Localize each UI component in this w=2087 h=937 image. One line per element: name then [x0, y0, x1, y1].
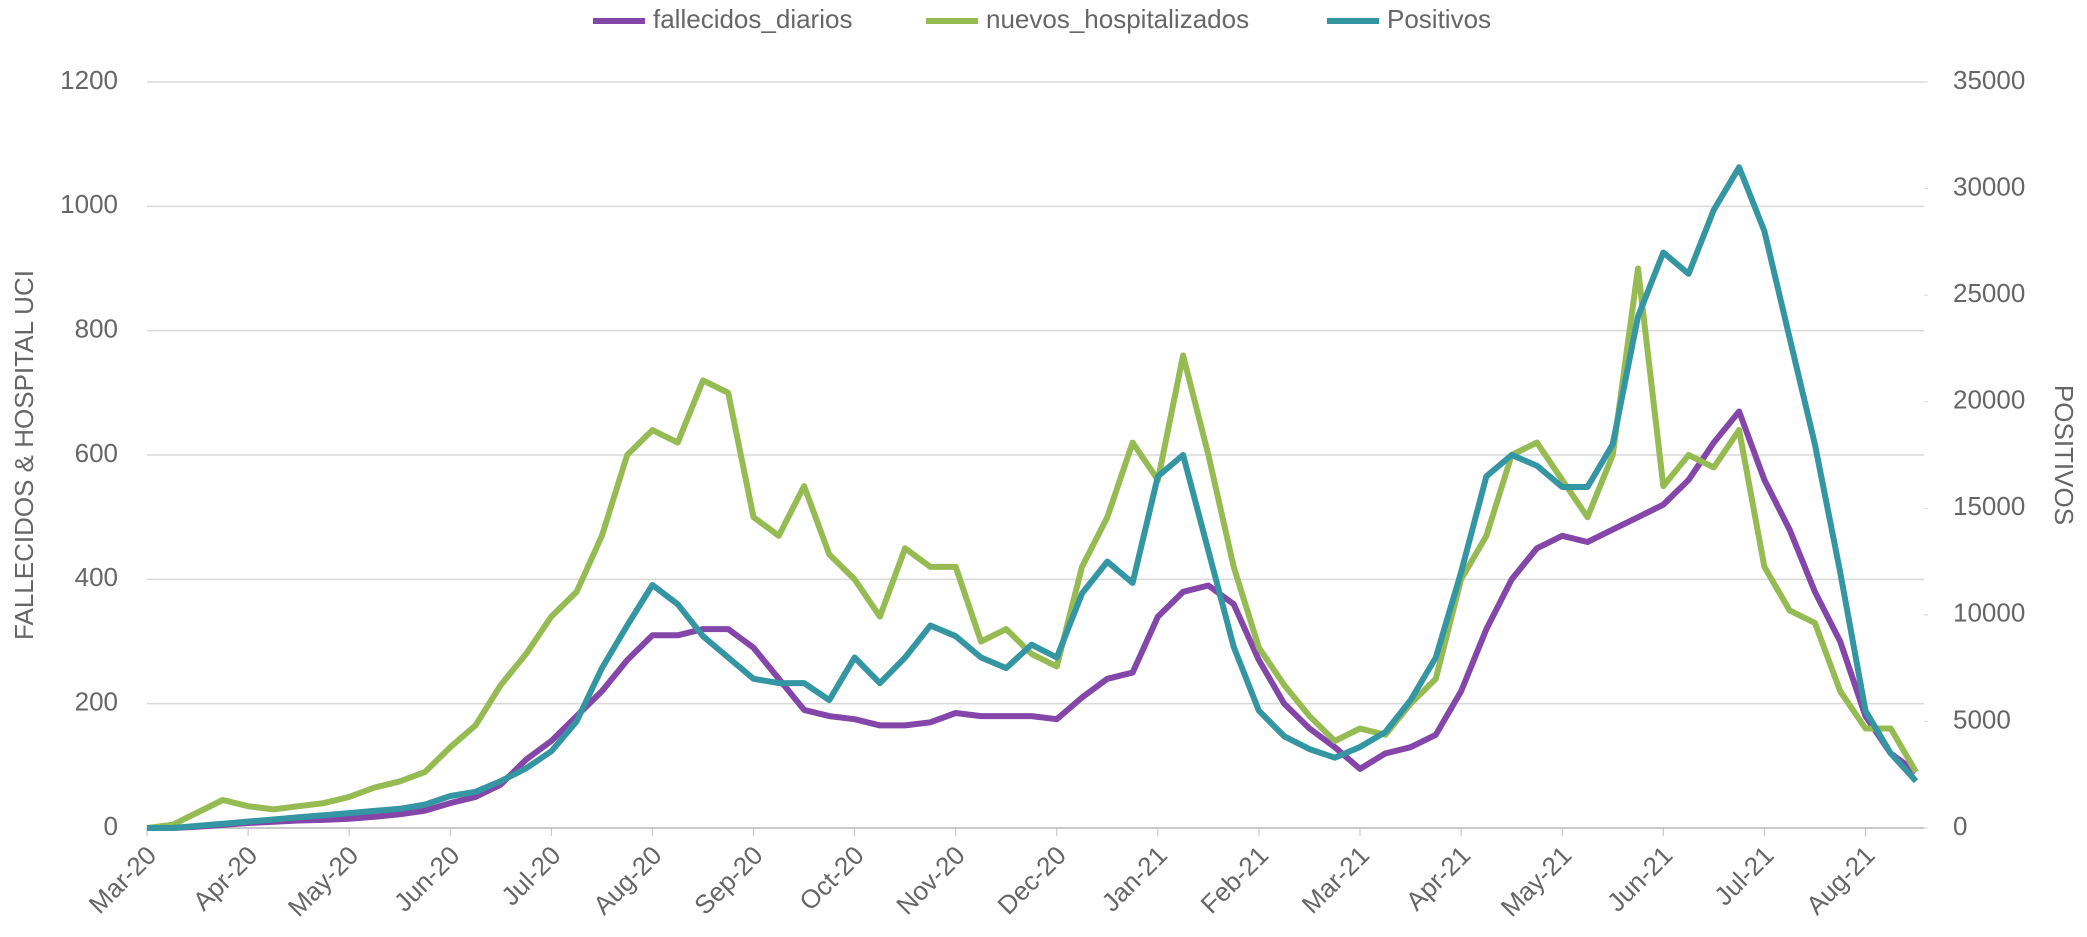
y-tick-label: 200 — [75, 687, 118, 717]
legend-label: Positivos — [1387, 4, 1491, 34]
y2-tick-label: 35000 — [1953, 65, 2025, 95]
y-tick-label: 400 — [75, 562, 118, 592]
legend-label: nuevos_hospitalizados — [986, 4, 1249, 34]
x-tick-label: Mar-21 — [1296, 840, 1375, 919]
series-line — [147, 164, 1919, 831]
x-tick-label: Jan-21 — [1096, 840, 1173, 917]
x-tick-label: Dec-20 — [991, 840, 1071, 920]
legend-label: fallecidos_diarios — [653, 4, 852, 34]
y2-tick-label: 10000 — [1953, 598, 2025, 628]
y-tick-label: 800 — [75, 314, 118, 344]
x-tick-label: May-21 — [1495, 840, 1578, 923]
y2-axis-title: POSITIVOS — [2049, 385, 2079, 525]
y2-tick-label: 15000 — [1953, 491, 2025, 521]
x-tick-label: Sep-20 — [688, 840, 768, 920]
y2-tick-label: 20000 — [1953, 385, 2025, 415]
y2-tick-label: 0 — [1953, 811, 1967, 841]
x-tick-label: Feb-21 — [1195, 840, 1274, 919]
x-tick-label: Aug-21 — [1800, 840, 1880, 920]
x-tick-label: Jul-21 — [1708, 840, 1779, 911]
x-tick-label: May-20 — [282, 840, 365, 923]
y-tick-label: 0 — [104, 811, 118, 841]
y-tick-label: 1200 — [60, 65, 118, 95]
y2-tick-label: 5000 — [1953, 704, 2011, 734]
x-tick-label: Mar-20 — [83, 840, 162, 919]
series-line — [147, 408, 1918, 831]
x-tick-label: Nov-20 — [890, 840, 970, 920]
x-tick-label: Aug-20 — [587, 840, 667, 920]
x-tick-label: Jun-20 — [388, 840, 465, 917]
y-tick-label: 600 — [75, 438, 118, 468]
x-tick-label: Jul-20 — [495, 840, 566, 911]
y-axis-title: FALLECIDOS & HOSPITAL UCI — [9, 270, 39, 640]
y-tick-label: 1000 — [60, 189, 118, 219]
y2-tick-label: 25000 — [1953, 278, 2025, 308]
x-tick-label: Apr-21 — [1400, 840, 1476, 916]
x-tick-label: Oct-20 — [793, 840, 869, 916]
x-tick-label: Apr-20 — [187, 840, 263, 916]
series-line — [146, 265, 1919, 831]
x-tick-label: Jun-21 — [1601, 840, 1678, 917]
y2-tick-label: 30000 — [1953, 171, 2025, 201]
